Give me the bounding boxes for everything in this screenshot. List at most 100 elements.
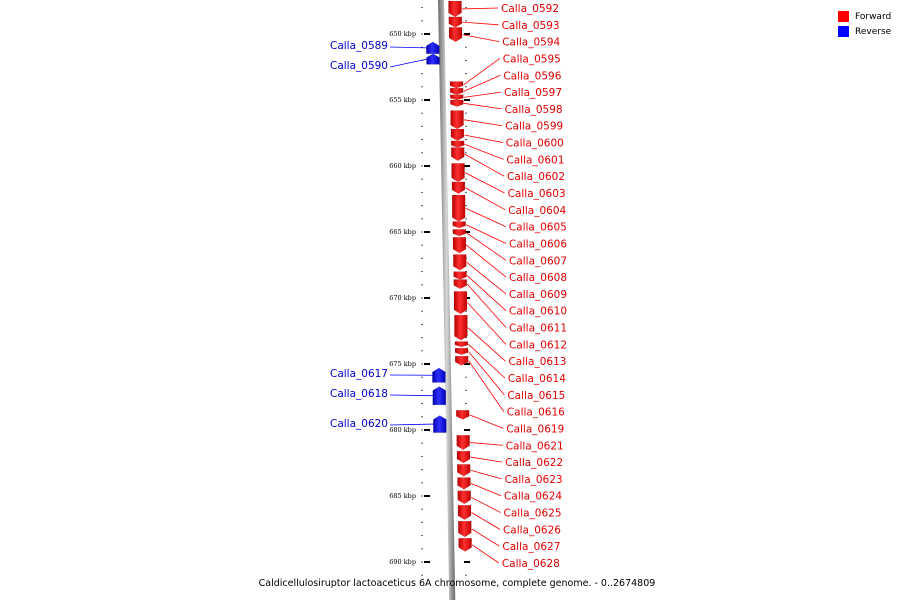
gene-leader-line bbox=[389, 423, 434, 426]
gene-leader-line bbox=[468, 351, 505, 396]
tick-label: 670 kbp bbox=[389, 294, 416, 302]
forward-gene-calla_0627 bbox=[458, 520, 472, 538]
gene-label: Calla_0616 bbox=[507, 407, 565, 419]
gene-label: Calla_0590 bbox=[330, 60, 388, 72]
gene-label: Calla_0608 bbox=[509, 272, 567, 284]
gene-leader-line bbox=[471, 544, 500, 564]
forward-gene-calla_0595 bbox=[449, 81, 464, 89]
tick-label: 655 kbp bbox=[389, 96, 416, 104]
gene-label: Calla_0607 bbox=[509, 255, 567, 267]
gene-label: Calla_0613 bbox=[508, 356, 566, 368]
legend-forward: Forward bbox=[838, 9, 900, 24]
tick-label: 690 kbp bbox=[389, 558, 416, 566]
gene-label: Calla_0605 bbox=[509, 222, 567, 234]
genome-backbone bbox=[438, 0, 456, 600]
gene-leader-line bbox=[466, 262, 507, 295]
forward-gene-calla_0613 bbox=[454, 314, 468, 341]
gene-leader-line bbox=[463, 58, 501, 86]
gene-leader-line bbox=[465, 187, 506, 211]
gene-label: Calla_0594 bbox=[502, 37, 560, 49]
tick-label: 680 kbp bbox=[389, 426, 416, 434]
gene-leader-line bbox=[471, 528, 500, 547]
gene-label: Calla_0601 bbox=[506, 154, 564, 166]
forward-gene-calla_0597 bbox=[450, 94, 464, 101]
gene-leader-line bbox=[464, 143, 504, 160]
gene-leader-line bbox=[470, 469, 502, 480]
tick-label: 660 kbp bbox=[389, 162, 416, 170]
gene-label: Calla_0610 bbox=[509, 306, 567, 318]
gene-label: Calla_0595 bbox=[503, 53, 561, 65]
forward-gene-calla_0596 bbox=[449, 87, 464, 95]
gene-leader-line bbox=[464, 119, 503, 127]
forward-gene-calla_0628 bbox=[458, 537, 472, 552]
gene-leader-line bbox=[471, 496, 501, 513]
tick-label: 685 kbp bbox=[389, 492, 416, 500]
reverse-gene-calla_0618 bbox=[432, 386, 447, 406]
forward-gene-calla_0599 bbox=[450, 110, 464, 130]
gene-leader-line bbox=[469, 414, 504, 429]
gene-leader-line bbox=[464, 172, 505, 194]
gene-label: Calla_0603 bbox=[508, 188, 566, 200]
gene-leader-line bbox=[470, 442, 503, 446]
gene-leader-line bbox=[389, 58, 428, 68]
reverse-swatch bbox=[838, 26, 849, 37]
forward-gene-calla_0601 bbox=[450, 140, 465, 148]
legend-reverse-label: Reverse bbox=[855, 26, 892, 37]
reverse-gene-calla_0620 bbox=[433, 415, 447, 433]
forward-gene-calla_0604 bbox=[451, 181, 466, 195]
gene-leader-line bbox=[463, 91, 502, 98]
gene-leader-line bbox=[389, 46, 427, 49]
gene-leader-line bbox=[389, 394, 434, 397]
legend-forward-label: Forward bbox=[855, 11, 892, 22]
forward-gene-calla_0606 bbox=[452, 221, 466, 229]
forward-gene-calla_0608 bbox=[452, 237, 467, 254]
reverse-gene-calla_0617 bbox=[432, 367, 446, 383]
forward-gene-calla_0619 bbox=[455, 409, 470, 420]
gene-leader-line bbox=[467, 327, 506, 362]
legend: Forward Reverse bbox=[838, 9, 900, 39]
forward-gene-calla_0600 bbox=[450, 128, 465, 142]
forward-gene-calla_0603 bbox=[451, 163, 465, 183]
gene-leader-line bbox=[462, 21, 499, 26]
forward-gene-calla_0593 bbox=[448, 16, 463, 28]
gene-label: Calla_0596 bbox=[503, 70, 561, 82]
legend-reverse: Reverse bbox=[838, 24, 900, 39]
gene-label: Calla_0627 bbox=[502, 541, 560, 553]
forward-gene-calla_0624 bbox=[457, 477, 471, 490]
forward-gene-calla_0625 bbox=[457, 490, 471, 505]
gene-leader-line bbox=[467, 302, 507, 345]
gene-label: Calla_0604 bbox=[508, 205, 566, 217]
gene-leader-line bbox=[466, 275, 507, 312]
gene-label: Calla_0623 bbox=[505, 474, 563, 486]
forward-gene-calla_0594 bbox=[448, 27, 463, 43]
gene-label: Calla_0598 bbox=[505, 104, 563, 116]
gene-leader-line bbox=[462, 7, 499, 10]
gene-leader-line bbox=[464, 134, 503, 143]
gene-leader-line bbox=[471, 512, 501, 530]
forward-gene-calla_0615 bbox=[454, 347, 469, 356]
gene-leader-line bbox=[466, 232, 507, 261]
forward-gene-calla_0612 bbox=[453, 291, 468, 315]
forward-gene-calla_0611 bbox=[453, 279, 468, 290]
gene-label: Calla_0628 bbox=[502, 558, 560, 570]
forward-gene-calla_0623 bbox=[456, 464, 471, 477]
reverse-gene-calla_0589 bbox=[426, 41, 440, 55]
gene-label: Calla_0614 bbox=[508, 373, 566, 385]
gene-label: Calla_0593 bbox=[502, 20, 560, 32]
forward-gene-calla_0602 bbox=[451, 147, 465, 162]
gene-leader-line bbox=[463, 74, 501, 92]
forward-gene-calla_0609 bbox=[453, 254, 467, 271]
tick-label: 650 kbp bbox=[389, 30, 416, 38]
gene-label: Calla_0612 bbox=[509, 339, 567, 351]
reverse-gene-calla_0590 bbox=[426, 53, 440, 65]
genome-caption: Caldicellulosiruptor lactoaceticus 6A ch… bbox=[258, 578, 656, 589]
gene-label: Calla_0618 bbox=[330, 388, 388, 400]
gene-label: Calla_0597 bbox=[504, 87, 562, 99]
gene-label: Calla_0615 bbox=[507, 390, 565, 402]
gene-label: Calla_0599 bbox=[505, 121, 563, 133]
tick-label: 665 kbp bbox=[389, 228, 416, 236]
gene-leader-line bbox=[470, 456, 503, 463]
gene-label: Calla_0619 bbox=[506, 423, 564, 435]
forward-swatch bbox=[838, 11, 849, 22]
